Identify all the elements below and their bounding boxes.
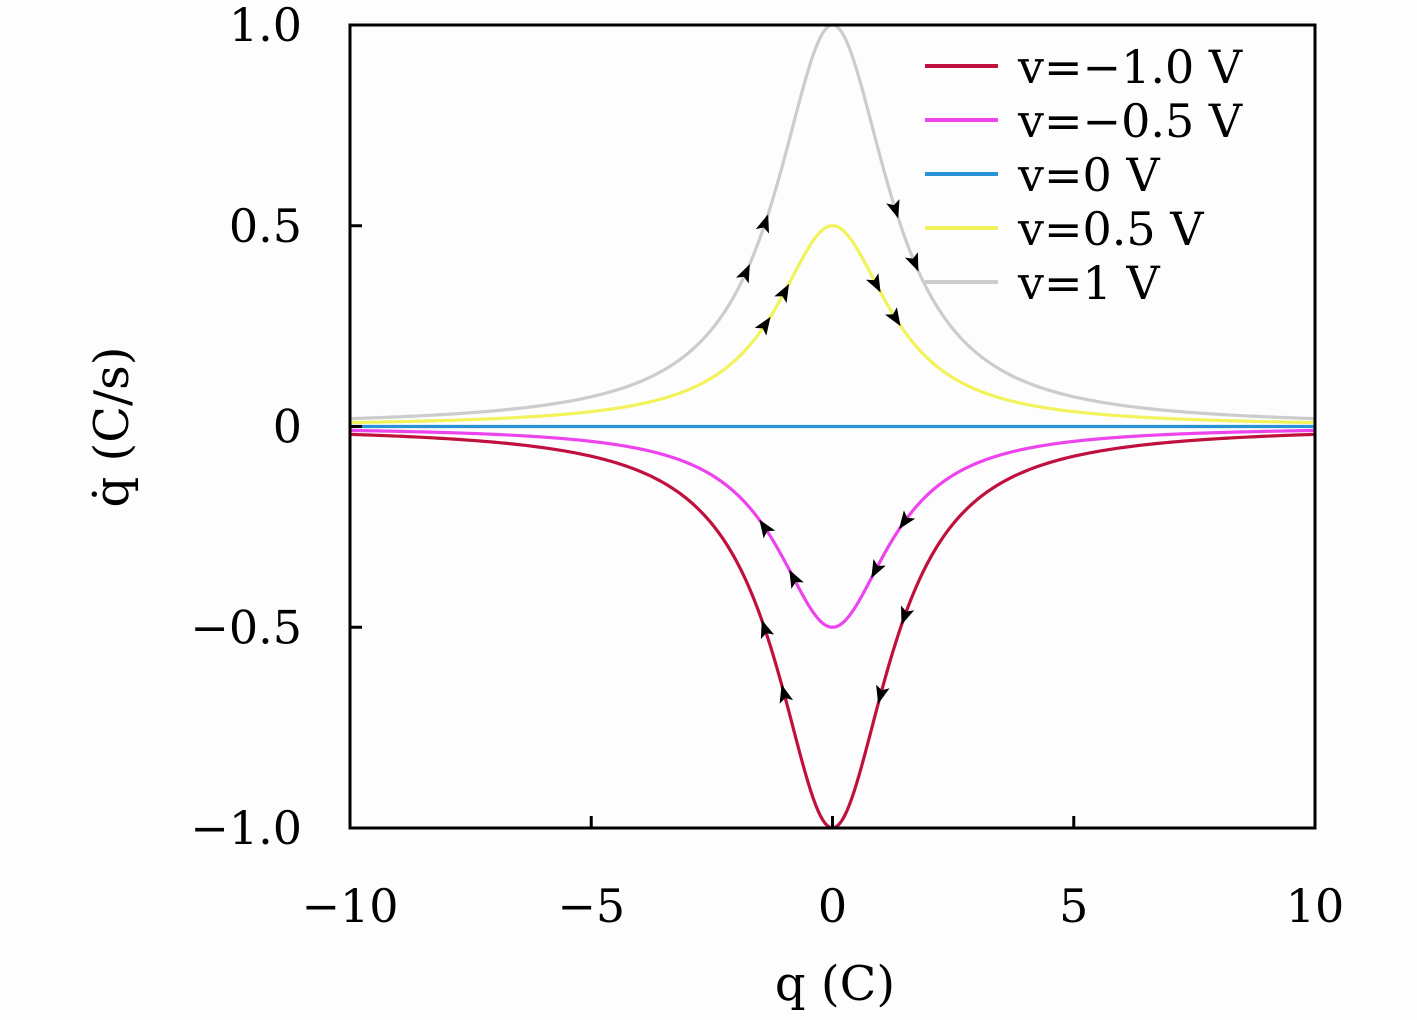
- flow-arrow-14: [876, 684, 890, 704]
- flow-arrow-3: [904, 252, 919, 272]
- flow-arrow-0: [735, 264, 750, 284]
- series-line-1: [349, 428, 1316, 629]
- flow-arrow-4: [754, 316, 771, 336]
- y-axis-label: q̇ (C/s): [84, 347, 140, 508]
- flow-arrow-7: [885, 307, 901, 327]
- y-tick-label-1: −0.5: [190, 600, 302, 654]
- flow-arrow-5: [774, 283, 790, 304]
- y-tick-label-2: 0: [273, 400, 302, 454]
- y-tick-label-0: −1.0: [190, 801, 302, 855]
- flow-arrow-15: [901, 605, 915, 625]
- legend-label-2: v=0 V: [1017, 148, 1160, 202]
- axis-ticks: [350, 224, 1076, 828]
- x-tick-label-2: 0: [818, 879, 847, 933]
- legend: v=−1.0 Vv=−0.5 Vv=0 Vv=0.5 Vv=1 V: [925, 40, 1243, 310]
- flow-arrow-1: [755, 214, 770, 234]
- flow-arrow-11: [899, 510, 916, 530]
- series-line-0: [349, 432, 1316, 830]
- flow-arrow-6: [866, 273, 881, 293]
- legend-label-4: v=1 V: [1017, 256, 1160, 310]
- y-tick-label-3: 0.5: [229, 199, 302, 253]
- flow-arrows: [735, 199, 919, 704]
- x-tick-label-4: 10: [1286, 879, 1345, 933]
- x-tick-label-0: −10: [301, 879, 398, 933]
- flow-arrow-10: [871, 559, 886, 579]
- legend-label-1: v=−0.5 V: [1017, 94, 1243, 148]
- y-tick-label-4: 1.0: [229, 0, 302, 52]
- x-axis-label: q (C): [775, 956, 895, 1012]
- axis-tick-labels: −10 −5 0 5 10 −1.0 −0.5 0 0.5 1.0: [190, 0, 1344, 933]
- flow-arrow-12: [760, 619, 775, 640]
- flow-arrow-13: [779, 684, 794, 704]
- legend-label-3: v=0.5 V: [1017, 202, 1204, 256]
- flow-arrow-9: [789, 569, 804, 589]
- x-tick-label-3: 5: [1059, 879, 1088, 933]
- series-line-3: [349, 224, 1316, 425]
- legend-label-0: v=−1.0 V: [1017, 40, 1243, 94]
- x-tick-label-1: −5: [557, 879, 625, 933]
- flow-arrow-2: [886, 199, 900, 219]
- flow-arrow-8: [759, 519, 776, 539]
